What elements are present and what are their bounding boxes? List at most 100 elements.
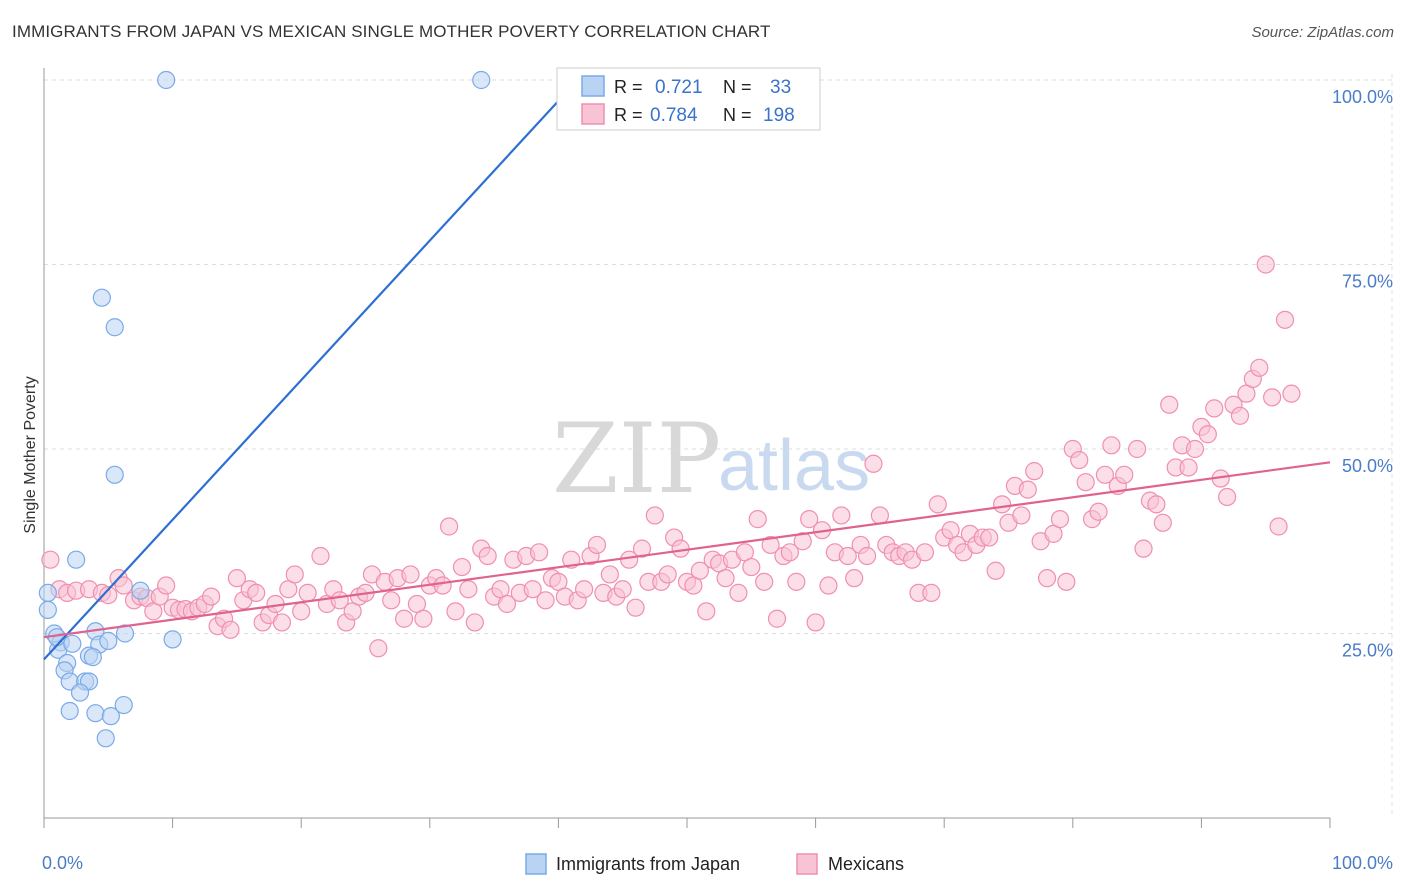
point-mexicans	[600, 565, 619, 584]
point-mexicans	[1057, 572, 1076, 591]
point-japan	[60, 701, 79, 721]
point-mexicans	[459, 580, 478, 599]
point-mexicans	[787, 572, 806, 591]
point-japan	[67, 550, 86, 569]
trend-lines	[43, 79, 1331, 661]
point-mexicans	[99, 586, 118, 605]
y-tick-labels: 25.0% 50.0% 75.0% 100.0%	[1332, 87, 1393, 661]
point-mexicans	[114, 576, 133, 595]
stats-n-japan: 33	[770, 77, 791, 98]
point-japan	[105, 465, 124, 484]
point-mexicans	[1205, 399, 1224, 418]
point-mexicans	[247, 583, 266, 603]
stats-swatch-mexicans	[581, 103, 605, 125]
point-japan	[38, 600, 57, 619]
point-japan	[115, 624, 135, 643]
point-mexicans	[465, 613, 484, 632]
point-japan	[99, 631, 118, 650]
stats-r-mexicans: 0.784	[650, 105, 698, 126]
point-mexicans	[1025, 462, 1044, 481]
trend-line-japan	[43, 79, 579, 661]
x-ticks	[43, 818, 1331, 828]
point-mexicans	[780, 543, 799, 562]
point-mexicans	[755, 572, 774, 591]
point-mexicans	[986, 561, 1005, 580]
point-mexicans	[523, 580, 542, 599]
point-mexicans	[1089, 502, 1108, 521]
point-japan	[105, 318, 124, 337]
y-tick-label: 75.0%	[1342, 272, 1393, 292]
point-japan	[101, 707, 120, 726]
point-mexicans	[311, 546, 330, 566]
point-mexicans	[157, 576, 176, 595]
point-mexicans	[992, 495, 1012, 514]
point-mexicans	[1012, 506, 1031, 525]
point-mexicans	[626, 598, 645, 617]
point-mexicans	[832, 506, 851, 525]
point-mexicans	[1160, 395, 1179, 414]
point-mexicans	[838, 546, 857, 566]
point-mexicans	[227, 569, 246, 588]
point-mexicans	[845, 569, 864, 588]
point-mexicans	[221, 620, 240, 639]
y-tick-label: 100.0%	[1332, 87, 1393, 107]
point-mexicans	[729, 583, 748, 603]
point-mexicans	[819, 576, 838, 595]
legend-swatch-mexicans	[796, 853, 818, 875]
stats-r-label-mexicans: R =	[614, 105, 643, 125]
point-mexicans	[1185, 439, 1205, 459]
point-mexicans	[41, 550, 60, 569]
chart-title: IMMIGRANTS FROM JAPAN VS MEXICAN SINGLE …	[12, 22, 771, 41]
x-tick-label-max: 100.0%	[1332, 853, 1393, 873]
point-mexicans	[658, 565, 677, 584]
stats-swatch-japan	[581, 75, 605, 97]
point-japan	[38, 583, 57, 603]
point-mexicans	[1102, 436, 1121, 455]
point-japan	[63, 634, 82, 653]
point-mexicans	[446, 602, 465, 621]
point-mexicans	[394, 609, 414, 628]
stats-box: R = 0.721 N = 33 R = 0.784 N = 198	[556, 67, 821, 131]
point-mexicans	[536, 591, 555, 610]
point-mexicans	[864, 454, 883, 473]
point-japan	[92, 288, 111, 307]
point-mexicans	[478, 546, 497, 566]
point-mexicans	[369, 639, 388, 658]
point-mexicans	[1153, 513, 1172, 532]
point-japan	[157, 70, 176, 90]
point-mexicans	[575, 580, 594, 599]
point-mexicans	[690, 561, 709, 580]
point-japan	[163, 630, 182, 649]
point-mexicans	[761, 535, 780, 555]
point-japan	[114, 695, 133, 715]
legend-label-japan: Immigrants from Japan	[556, 854, 740, 874]
point-mexicans	[1134, 539, 1153, 558]
stats-n-label-mexicans: N =	[723, 105, 752, 125]
point-mexicans	[433, 576, 452, 595]
point-mexicans	[1198, 425, 1217, 444]
point-mexicans	[645, 506, 664, 525]
y-axis-label: Single Mother Poverty	[22, 376, 39, 533]
point-mexicans	[202, 587, 221, 606]
point-mexicans	[800, 510, 819, 529]
stats-r-label-japan: R =	[614, 77, 643, 97]
point-mexicans	[1230, 406, 1250, 425]
point-mexicans	[530, 543, 549, 562]
point-mexicans	[452, 557, 472, 577]
legend-label-mexicans: Mexicans	[828, 854, 904, 874]
watermark-zip: ZIP	[552, 403, 721, 515]
point-mexicans	[793, 532, 812, 551]
point-mexicans	[1076, 473, 1095, 492]
point-mexicans	[414, 609, 433, 628]
point-mexicans	[767, 609, 787, 628]
point-mexicans	[928, 495, 947, 514]
point-mexicans	[1037, 569, 1057, 588]
point-mexicans	[806, 613, 825, 632]
stats-n-mexicans: 198	[763, 105, 795, 126]
point-mexicans	[671, 539, 690, 558]
point-mexicans	[272, 613, 292, 632]
trend-line-mexicans	[43, 461, 1331, 639]
point-mexicans	[497, 594, 517, 614]
point-mexicans	[980, 528, 999, 547]
